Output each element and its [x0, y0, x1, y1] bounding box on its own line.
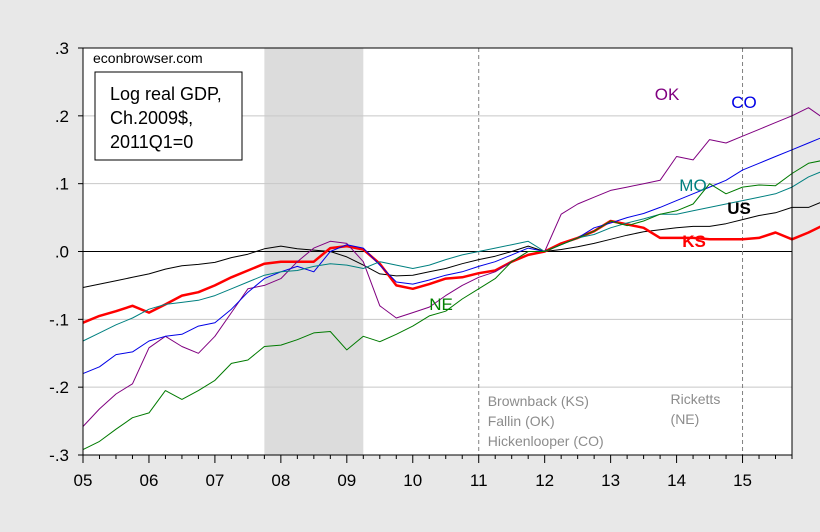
x-axis-ticks: 05 06 07 08 09 10 11 12 13 14 15 — [74, 455, 793, 490]
x-tick-label: 11 — [470, 471, 488, 490]
legend-box-line-3: 2011Q1=0 — [110, 132, 193, 152]
x-tick-label: 06 — [139, 471, 158, 490]
governor-annotation: Hickenlooper (CO) — [488, 433, 604, 449]
series-line-co — [82, 137, 820, 375]
series-label-ks: KS — [682, 232, 706, 251]
series-labels-layer: US KS OK CO MO NE — [429, 85, 757, 314]
governor-annotation: (NE) — [671, 411, 700, 427]
source-label: econbrowser.com — [93, 50, 203, 66]
y-tick-label: -.2 — [49, 378, 69, 397]
series-line-us — [82, 202, 820, 288]
governor-annotation: Brownback (KS) — [488, 393, 589, 409]
y-axis-ticks: .3 .2 .1 .0 -.1 -.2 -.3 — [49, 39, 83, 465]
series-line-ks — [82, 219, 820, 324]
annotations-layer: Brownback (KS) Fallin (OK) Hickenlooper (C… — [488, 391, 721, 449]
x-tick-label: 15 — [733, 471, 752, 490]
series-label-co: CO — [731, 93, 757, 112]
y-tick-label: .2 — [55, 107, 69, 126]
series-layer — [82, 107, 820, 451]
gridlines-layer — [83, 115, 792, 388]
x-tick-label: 08 — [271, 471, 290, 490]
legend-box-frame — [94, 71, 243, 161]
y-tick-label: .0 — [55, 243, 69, 262]
x-tick-label: 09 — [337, 471, 356, 490]
legend-box: Log real GDP, Ch.2009$, 2011Q1=0 — [94, 71, 243, 161]
y-tick-label: -.1 — [49, 310, 69, 329]
x-tick-label: 10 — [403, 471, 422, 490]
series-line-mo — [82, 171, 820, 342]
x-tick-label: 14 — [667, 471, 686, 490]
series-label-us: US — [727, 199, 751, 218]
x-tick-label: 05 — [74, 471, 93, 490]
x-tick-label: 07 — [205, 471, 224, 490]
y-tick-label: -.3 — [49, 446, 69, 465]
x-tick-label: 12 — [535, 471, 554, 490]
series-line-ok — [82, 107, 820, 427]
legend-box-line-1: Log real GDP, — [110, 84, 222, 104]
series-label-ok: OK — [655, 85, 680, 104]
x-tick-label: 13 — [601, 471, 620, 490]
series-label-ne: NE — [429, 295, 453, 314]
y-tick-label: .1 — [55, 175, 69, 194]
series-line-ne — [82, 160, 820, 451]
legend-box-line-2: Ch.2009$, — [110, 108, 193, 128]
series-label-mo: MO — [679, 176, 706, 195]
governor-annotation: Fallin (OK) — [488, 413, 555, 429]
governor-annotation: Ricketts — [671, 391, 721, 407]
y-tick-label: .3 — [55, 39, 69, 58]
